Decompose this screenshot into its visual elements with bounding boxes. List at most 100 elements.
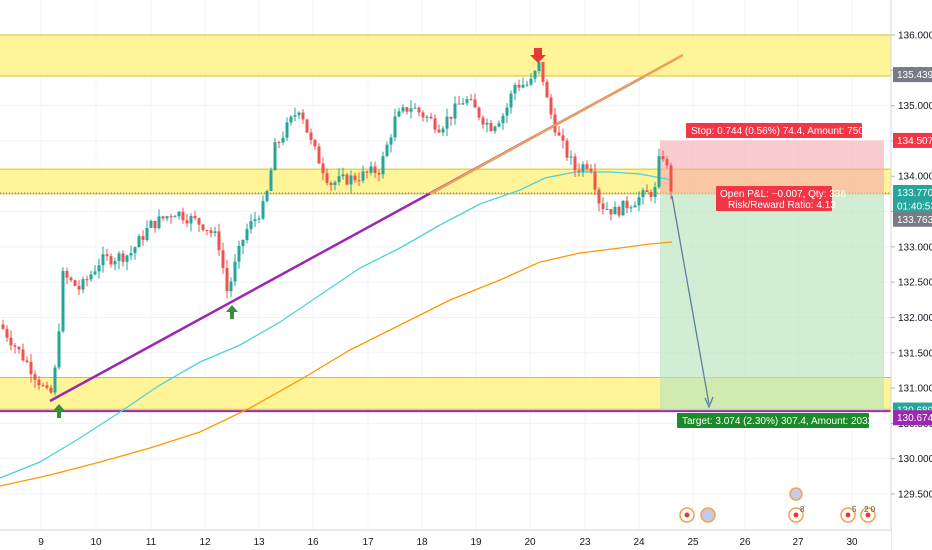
candle-body — [213, 231, 217, 233]
stop-zone[interactable] — [660, 140, 884, 193]
candle-body — [625, 200, 629, 209]
candle-body — [89, 274, 93, 280]
time-tick-label: 25 — [687, 537, 699, 548]
candle-body — [441, 128, 445, 133]
projection-line[interactable] — [671, 195, 710, 405]
candle-body — [469, 99, 473, 101]
event-flag-uk-24[interactable] — [700, 507, 716, 523]
candles — [1, 61, 673, 396]
candle-body — [137, 236, 141, 248]
candle-body — [509, 93, 513, 108]
event-count-30b: 2 0 — [864, 505, 876, 514]
candle-body — [585, 164, 589, 169]
price-tick-label: 135.000 — [898, 101, 932, 112]
time-tick-label: 13 — [253, 537, 265, 548]
candle-body — [357, 180, 361, 182]
time-axis[interactable]: 9 10 11 12 13 16 17 18 19 20 23 24 25 26 27 30 — [0, 529, 891, 550]
price-tick-label: 132.500 — [898, 278, 932, 289]
candle-body — [349, 175, 353, 185]
candle-body — [257, 218, 261, 220]
candle-body — [117, 253, 121, 262]
candle-body — [657, 156, 661, 188]
price-tick-label: 131.500 — [898, 348, 932, 359]
candle-body — [329, 182, 333, 186]
candle-body — [85, 279, 89, 281]
price-badge — [893, 211, 932, 227]
candle-body — [313, 139, 317, 147]
stop-label: Stop: 0.744 (0.56%) 74.4, Amount: 750.02 — [691, 126, 878, 137]
candle-body — [397, 111, 401, 117]
price-tick-label: 130.000 — [898, 454, 932, 465]
candle-body — [481, 117, 485, 125]
candle-body — [505, 107, 509, 116]
candle-body — [389, 137, 393, 145]
time-tick-label: 24 — [633, 537, 645, 548]
moving-averages — [0, 171, 673, 487]
price-badge-label: 135.439 — [897, 70, 932, 81]
candle-body — [593, 171, 597, 190]
candle-body — [337, 176, 341, 183]
candle-body — [417, 107, 421, 113]
target-zone[interactable] — [660, 192, 884, 411]
price-badge — [893, 132, 932, 148]
candle-body — [369, 166, 373, 173]
candle-body — [197, 218, 201, 225]
candle-body — [393, 116, 397, 138]
candle-body — [9, 337, 13, 346]
candle-body — [629, 207, 633, 209]
position-labels: Stop: 0.744 (0.56%) 74.4, Amount: 750.02… — [677, 123, 888, 428]
candle-body — [253, 219, 257, 222]
candle-body — [621, 200, 625, 216]
candle-body — [449, 116, 453, 119]
time-tick-label: 30 — [846, 537, 858, 548]
candle-body — [309, 132, 313, 140]
candle-body — [225, 268, 229, 292]
candle-body — [141, 236, 145, 240]
event-markers[interactable]: 8 5 2 0 — [679, 487, 876, 523]
candle-body — [229, 281, 233, 292]
candle-body — [413, 107, 417, 109]
candle-body — [97, 265, 101, 272]
price-axis-bg — [891, 0, 932, 550]
resistance-zone — [0, 35, 891, 76]
candle-body — [529, 78, 533, 85]
candle-body — [333, 182, 337, 186]
candle-body — [245, 229, 249, 241]
candle-body — [377, 173, 381, 175]
candle-body — [277, 142, 281, 144]
price-axis[interactable]: 136.000135.500135.000134.500134.000133.5… — [890, 0, 932, 550]
candle-body — [341, 174, 345, 177]
trendline-extension[interactable] — [429, 53, 684, 196]
candle-body — [653, 187, 657, 197]
candle-body — [425, 116, 429, 118]
up-arrow-1 — [53, 404, 65, 418]
candle-body — [353, 175, 357, 181]
candle-body — [437, 129, 441, 133]
candle-body — [157, 216, 161, 229]
candle-body — [605, 209, 609, 211]
time-tick-label: 16 — [307, 537, 319, 548]
candle-body — [41, 385, 45, 387]
candle-body — [49, 387, 53, 393]
event-flag-30-dot — [845, 512, 851, 518]
candle-body — [65, 270, 69, 278]
short-position-tool[interactable] — [660, 140, 884, 411]
candle-body — [269, 170, 273, 191]
ma-cyan — [0, 171, 673, 479]
pnl-label: Open P&L: −0.007, Qty: 336 — [720, 189, 846, 200]
price-badge — [893, 184, 932, 200]
candle-body — [473, 99, 477, 108]
candle-body — [109, 256, 113, 265]
event-count-27: 8 — [800, 505, 805, 514]
candle-body — [93, 271, 97, 275]
drawings[interactable] — [49, 48, 714, 418]
price-tick-label: 133.000 — [898, 242, 932, 253]
event-flag-27-top[interactable] — [789, 487, 803, 501]
candle-body — [5, 328, 9, 338]
candle-body — [565, 140, 569, 158]
candle-body — [29, 361, 33, 375]
candle-body — [209, 230, 213, 233]
candle-body — [405, 107, 409, 112]
candle-body — [81, 279, 85, 290]
